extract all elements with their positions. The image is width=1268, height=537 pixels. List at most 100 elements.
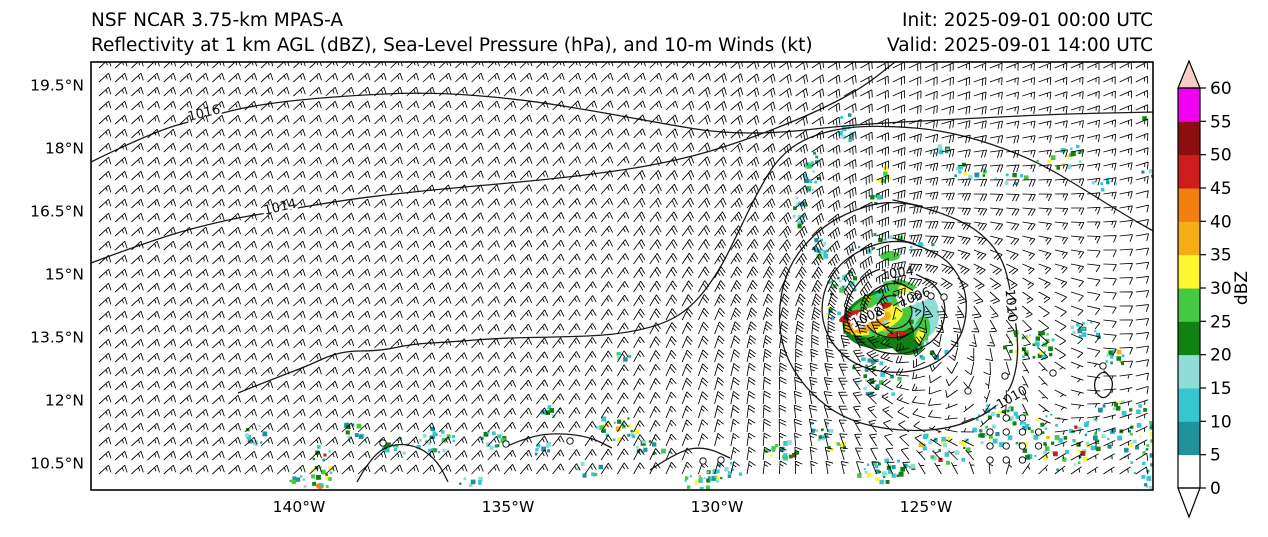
reflectivity-speck [914, 308, 918, 312]
reflectivity-speck [978, 414, 980, 417]
reflectivity-speck [468, 483, 473, 487]
reflectivity-speck [328, 450, 331, 453]
reflectivity-speck [1097, 428, 1101, 432]
reflectivity-speck [843, 446, 846, 450]
reflectivity-speck [1130, 425, 1134, 429]
reflectivity-speck [929, 350, 935, 355]
reflectivity-speck [1161, 458, 1164, 461]
reflectivity-speck [1023, 422, 1026, 425]
reflectivity-speck [1038, 330, 1043, 336]
reflectivity-speck [1012, 421, 1017, 426]
colorbar-tick-label: 10 [1210, 412, 1232, 432]
reflectivity-speck [976, 418, 979, 421]
reflectivity-speck [888, 469, 892, 474]
title-fields-description: Reflectivity at 1 km AGL (dBZ), Sea-Leve… [91, 35, 813, 56]
reflectivity-speck [819, 250, 824, 255]
reflectivity-speck [599, 425, 605, 431]
reflectivity-speck [849, 134, 854, 138]
reflectivity-speck [496, 444, 500, 448]
reflectivity-speck [798, 201, 801, 204]
calm-wind-circle [1018, 442, 1027, 450]
reflectivity-speck [999, 442, 1005, 448]
reflectivity-speck [941, 436, 946, 442]
reflectivity-speck [841, 135, 846, 140]
reflectivity-speck [1116, 356, 1122, 361]
reflectivity-speck [896, 474, 899, 477]
reflectivity-speck [824, 423, 829, 427]
reflectivity-speck [1111, 428, 1116, 433]
reflectivity-speck [319, 466, 322, 469]
reflectivity-speck [1046, 333, 1049, 336]
reflectivity-speck [1072, 330, 1076, 334]
reflectivity-speck [848, 138, 852, 142]
reflectivity-speck [811, 189, 814, 192]
reflectivity-speck [1149, 421, 1153, 425]
colorbar-tick-label: 45 [1210, 179, 1232, 199]
reflectivity-speck [1022, 355, 1025, 358]
reflectivity-speck [1044, 427, 1048, 430]
reflectivity-speck [826, 249, 829, 253]
reflectivity-speck [1109, 456, 1112, 459]
calm-wind-circle [1049, 369, 1057, 377]
reflectivity-speck [838, 279, 842, 283]
reflectivity-speck [1022, 448, 1027, 453]
reflectivity-speck [1084, 433, 1088, 436]
reflectivity-speck [844, 278, 848, 281]
reflectivity-speck [876, 195, 882, 200]
reflectivity-speck [545, 410, 550, 415]
reflectivity-speck [807, 164, 812, 169]
reflectivity-speck [1076, 442, 1081, 447]
reflectivity-speck [797, 224, 802, 229]
reflectivity-speck [1050, 413, 1053, 416]
reflectivity-speck [961, 441, 966, 446]
reflectivity-speck [470, 479, 476, 485]
reflectivity-speck [866, 472, 872, 478]
reflectivity-speck [922, 446, 927, 451]
reflectivity-speck [1013, 330, 1017, 334]
reflectivity-speck [1034, 341, 1040, 347]
reflectivity-speck [709, 479, 712, 481]
reflectivity-speck [908, 293, 911, 296]
isobar-contour [237, 125, 1153, 394]
reflectivity-speck [1160, 470, 1165, 475]
reflectivity-speck [823, 242, 827, 246]
reflectivity-speck [694, 480, 699, 485]
reflectivity-speck [711, 476, 717, 481]
reflectivity-speck [823, 253, 828, 259]
reflectivity-speck [910, 464, 916, 469]
reflectivity-speck [883, 166, 889, 172]
reflectivity-speck [795, 196, 798, 199]
reflectivity-speck [1044, 446, 1050, 451]
isobar-contour [1093, 370, 1114, 399]
reflectivity-speck [849, 281, 855, 287]
reflectivity-speck [775, 444, 779, 448]
reflectivity-speck [793, 206, 797, 210]
reflectivity-speck [1130, 461, 1134, 464]
colorbar-axis-label: dBZ [1232, 271, 1252, 305]
colorbar-over-arrow [1177, 59, 1201, 89]
reflectivity-speck [446, 434, 451, 439]
reflectivity-speck [1150, 439, 1153, 443]
reflectivity-speck [395, 444, 399, 448]
reflectivity-speck [980, 441, 984, 445]
reflectivity-speck [317, 445, 321, 449]
reflectivity-speck [328, 477, 332, 481]
reflectivity-speck [872, 247, 876, 250]
reflectivity-speck [416, 445, 421, 450]
calm-wind-circle [1034, 428, 1043, 436]
reflectivity-speck [803, 173, 807, 178]
reflectivity-speck [1105, 360, 1109, 363]
reflectivity-speck [1070, 151, 1076, 157]
lat-tick-label: 10.5°N [30, 455, 84, 473]
reflectivity-speck [1026, 336, 1030, 340]
reflectivity-speck [995, 432, 1000, 437]
reflectivity-speck [715, 479, 719, 483]
reflectivity-speck [591, 472, 595, 476]
reflectivity-speck [596, 425, 600, 430]
reflectivity-speck [1090, 445, 1096, 451]
reflectivity-speck [1085, 441, 1090, 445]
reflectivity-speck [836, 442, 840, 446]
reflectivity-speck [1100, 182, 1104, 185]
reflectivity-speck [322, 458, 326, 462]
reflectivity-speck [262, 431, 268, 437]
